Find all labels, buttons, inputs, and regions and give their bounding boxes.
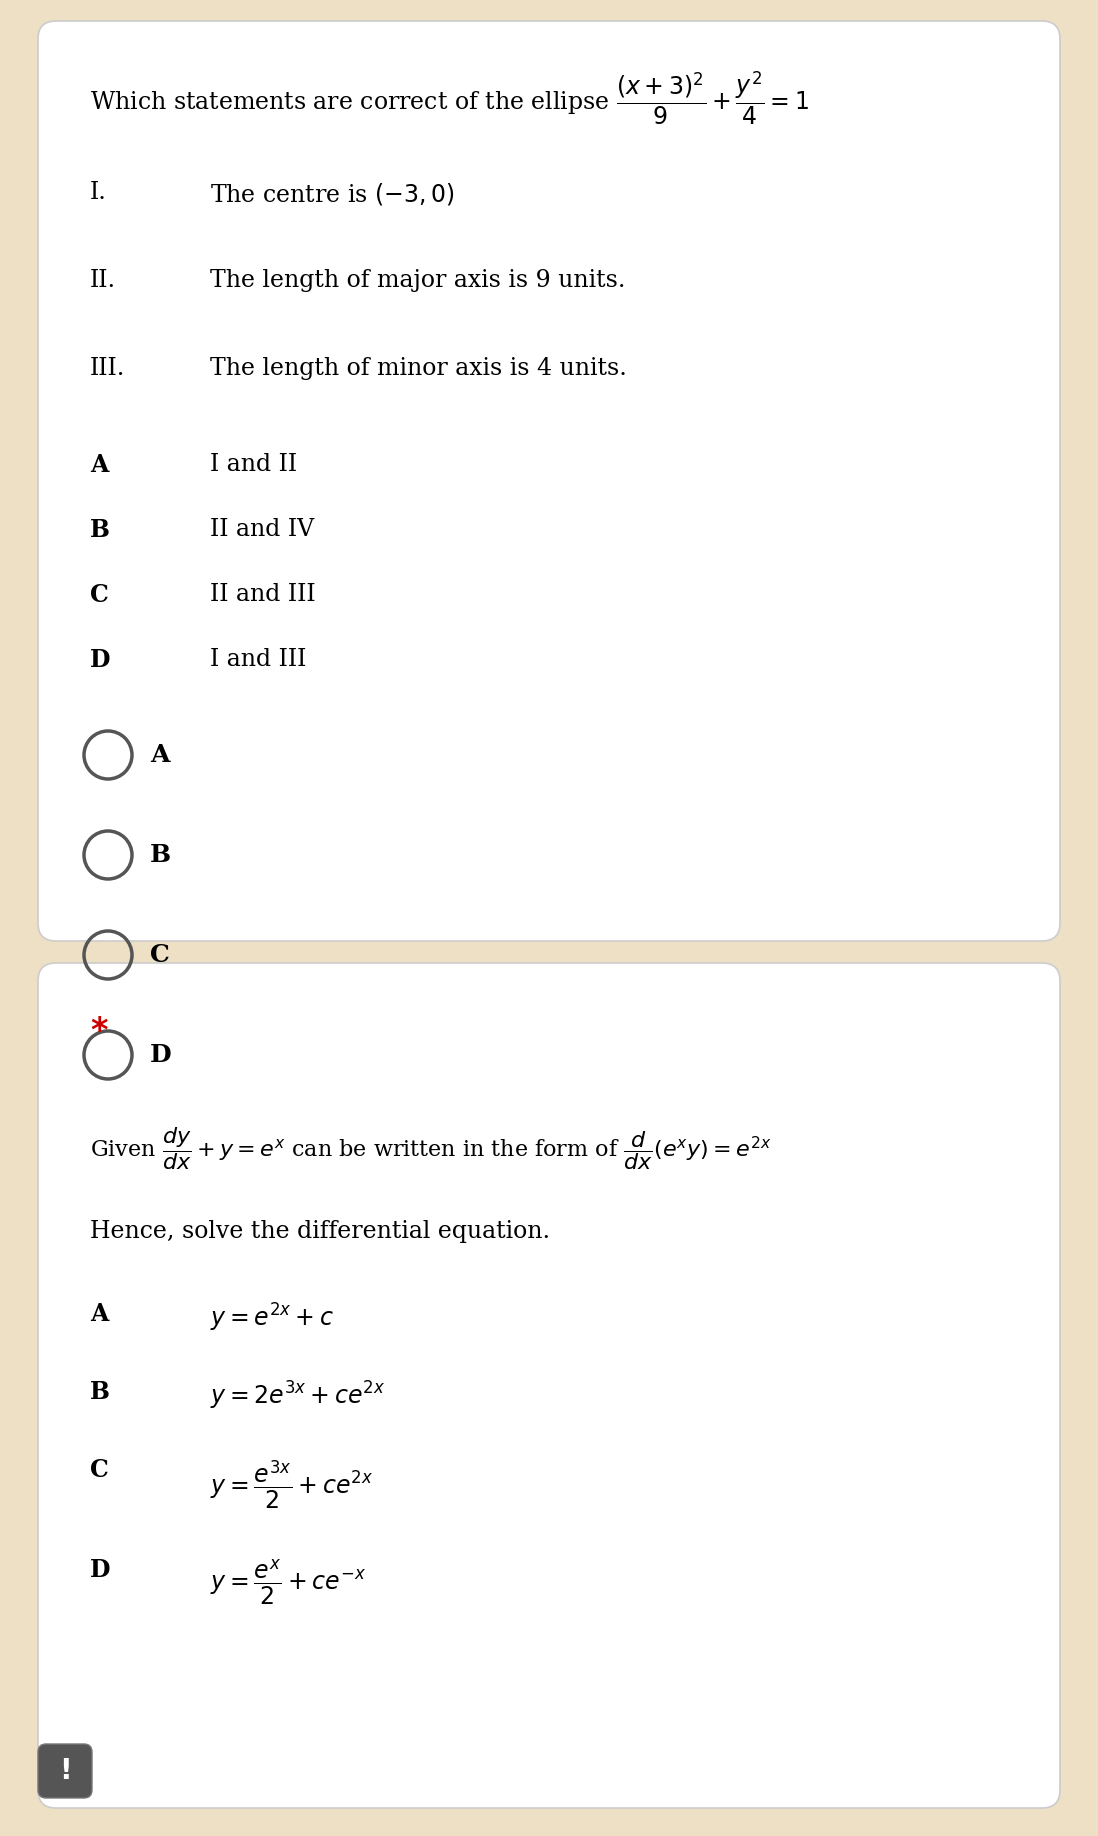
Text: C: C xyxy=(150,944,170,968)
Text: $y = e^{2x} + c$: $y = e^{2x} + c$ xyxy=(210,1302,334,1335)
Text: Which statements are correct of the ellipse $\dfrac{(x+3)^2}{9} + \dfrac{y^2}{4}: Which statements are correct of the elli… xyxy=(90,70,809,127)
Text: Hence, solve the differential equation.: Hence, solve the differential equation. xyxy=(90,1219,550,1243)
Text: The centre is $(-3,0)$: The centre is $(-3,0)$ xyxy=(210,182,455,207)
Text: $y = 2e^{3x} + ce^{2x}$: $y = 2e^{3x} + ce^{2x}$ xyxy=(210,1381,385,1412)
Text: D: D xyxy=(90,1559,111,1583)
Text: !: ! xyxy=(58,1757,71,1785)
Text: C: C xyxy=(90,1458,109,1482)
Text: Given $\dfrac{dy}{dx} + y = e^x$ can be written in the form of $\dfrac{d}{dx}\le: Given $\dfrac{dy}{dx} + y = e^x$ can be … xyxy=(90,1125,772,1171)
Text: I and III: I and III xyxy=(210,648,306,670)
Text: The length of major axis is 9 units.: The length of major axis is 9 units. xyxy=(210,270,626,292)
Text: A: A xyxy=(90,1302,109,1326)
Text: *: * xyxy=(90,1015,108,1048)
FancyBboxPatch shape xyxy=(38,20,1060,942)
Text: A: A xyxy=(150,744,169,767)
Text: $y = \dfrac{e^{3x}}{2} + ce^{2x}$: $y = \dfrac{e^{3x}}{2} + ce^{2x}$ xyxy=(210,1458,373,1511)
Text: III.: III. xyxy=(90,356,125,380)
Text: I and II: I and II xyxy=(210,453,298,476)
Text: II and IV: II and IV xyxy=(210,518,314,542)
Text: B: B xyxy=(150,843,171,867)
Text: D: D xyxy=(90,648,111,672)
Text: B: B xyxy=(90,518,110,542)
Text: D: D xyxy=(150,1043,171,1067)
FancyBboxPatch shape xyxy=(38,1744,92,1797)
Text: B: B xyxy=(90,1381,110,1405)
Text: II.: II. xyxy=(90,270,116,292)
Text: I.: I. xyxy=(90,182,107,204)
Text: The length of minor axis is 4 units.: The length of minor axis is 4 units. xyxy=(210,356,627,380)
FancyBboxPatch shape xyxy=(38,964,1060,1808)
Text: C: C xyxy=(90,584,109,608)
Text: II and III: II and III xyxy=(210,584,315,606)
Text: A: A xyxy=(90,453,109,477)
Text: $y = \dfrac{e^x}{2} + ce^{-x}$: $y = \dfrac{e^x}{2} + ce^{-x}$ xyxy=(210,1559,366,1606)
